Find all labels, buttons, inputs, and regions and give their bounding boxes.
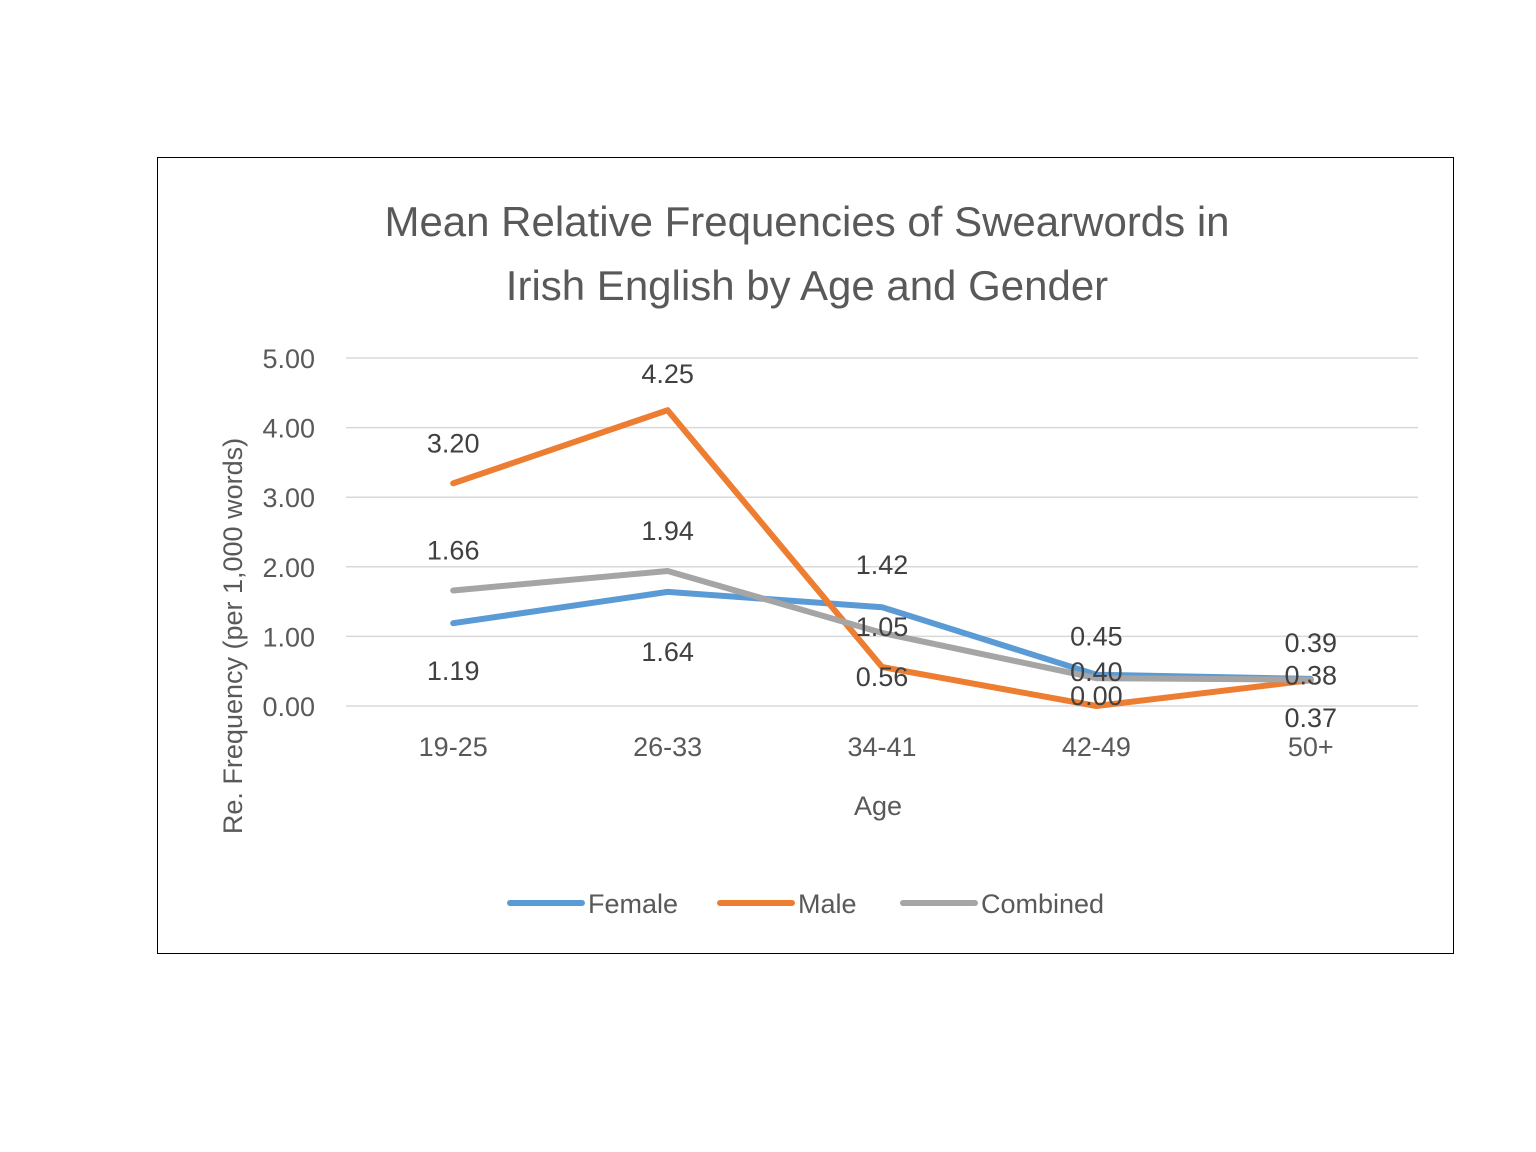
legend-label-combined: Combined xyxy=(981,889,1104,919)
data-label-male: 4.25 xyxy=(641,359,694,389)
legend-label-male: Male xyxy=(798,889,857,919)
data-label-male: 0.00 xyxy=(1070,681,1123,711)
chart-title-line-1: Mean Relative Frequencies of Swearwords … xyxy=(384,198,1229,245)
x-tick-label: 19-25 xyxy=(419,732,488,762)
y-axis-title: Re. Frequency (per 1,000 words) xyxy=(218,438,248,834)
x-tick-label: 26-33 xyxy=(633,732,702,762)
data-label-female: 0.39 xyxy=(1285,628,1338,658)
data-label-female: 1.42 xyxy=(856,550,909,580)
y-tick-label: 0.00 xyxy=(262,692,315,722)
data-label-female: 0.45 xyxy=(1070,622,1123,652)
y-tick-label: 1.00 xyxy=(262,622,315,652)
chart-title-line-2: Irish English by Age and Gender xyxy=(506,262,1108,309)
data-label-male: 0.56 xyxy=(856,662,909,692)
legend: Female Male Combined xyxy=(507,889,1104,919)
x-axis-ticks: 19-25 26-33 34-41 42-49 50+ xyxy=(419,732,1334,762)
data-label-combined: 0.38 xyxy=(1285,661,1338,691)
series-line-male xyxy=(450,407,1314,709)
data-labels: 1.19 1.64 1.42 0.45 0.39 3.20 4.25 0.56 0.00 0.37… xyxy=(427,359,1337,733)
chart-frame: Mean Relative Frequencies of Swearwords … xyxy=(157,157,1454,954)
data-label-male: 3.20 xyxy=(427,428,480,458)
x-tick-label: 42-49 xyxy=(1062,732,1131,762)
x-axis-title: Age xyxy=(854,791,902,821)
y-axis-ticks: 0.00 1.00 2.00 3.00 4.00 5.00 xyxy=(262,344,315,722)
data-label-combined: 0.40 xyxy=(1070,657,1123,687)
data-label-male: 0.37 xyxy=(1285,703,1338,733)
y-tick-label: 5.00 xyxy=(262,344,315,374)
data-label-combined: 1.05 xyxy=(856,612,909,642)
legend-label-female: Female xyxy=(588,889,678,919)
gridlines xyxy=(346,357,1418,707)
data-label-combined: 1.94 xyxy=(641,516,694,546)
y-tick-label: 3.00 xyxy=(262,483,315,513)
series-lines xyxy=(450,407,1314,709)
data-label-female: 1.64 xyxy=(641,637,694,667)
chart-svg: Mean Relative Frequencies of Swearwords … xyxy=(218,198,1418,919)
data-label-female: 1.19 xyxy=(427,656,480,686)
data-label-combined: 1.66 xyxy=(427,535,480,565)
y-tick-label: 2.00 xyxy=(262,553,315,583)
series-line-combined xyxy=(450,568,1314,683)
x-tick-label: 50+ xyxy=(1288,732,1334,762)
x-tick-label: 34-41 xyxy=(847,732,916,762)
y-tick-label: 4.00 xyxy=(262,414,315,444)
